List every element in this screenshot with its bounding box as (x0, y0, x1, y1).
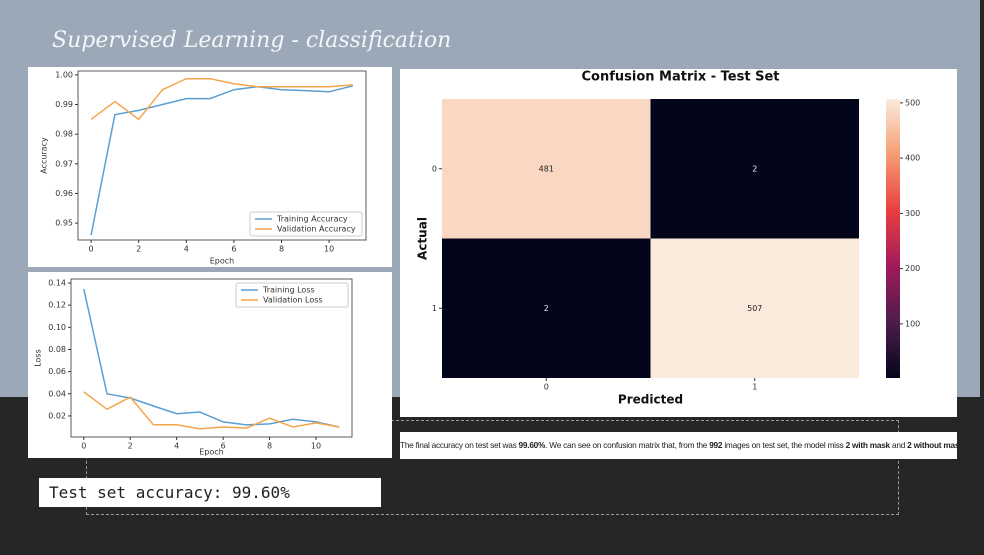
legend-label: Training Accuracy (276, 215, 348, 224)
x-tick-label: 4 (184, 245, 189, 254)
x-tick-label: 10 (324, 245, 334, 254)
cell-label: 481 (539, 164, 554, 173)
y-tick-label: 0.14 (48, 278, 66, 287)
colorbar (886, 99, 900, 378)
x-tick-label: 2 (128, 442, 133, 451)
colorbar-tick-label: 500 (905, 98, 920, 107)
heatmap-cell (650, 238, 859, 378)
y-tick-label: 0.08 (48, 345, 66, 354)
colorbar-tick-label: 100 (905, 319, 920, 328)
caption-text: The final accuracy on test set was (400, 440, 519, 450)
x-tick-label: 0 (81, 442, 86, 451)
accuracy-output: Test set accuracy: 99.60% (39, 478, 381, 507)
x-tick-label: 0 (544, 383, 549, 392)
axes-frame (70, 278, 353, 438)
x-axis-label: Predicted (618, 393, 683, 407)
x-tick-label: 8 (279, 245, 284, 254)
y-tick-label: 0.96 (55, 189, 73, 198)
x-tick-label: 6 (221, 442, 226, 451)
y-tick-label: 0 (432, 164, 437, 173)
line (90, 77, 353, 121)
legend-label: Validation Loss (263, 296, 323, 305)
y-tick-label: 0.99 (55, 100, 73, 109)
y-tick-label: 0.06 (48, 367, 66, 376)
x-tick-label: 4 (174, 442, 179, 451)
x-tick-label: 0 (89, 245, 94, 254)
x-axis-label: Epoch (199, 448, 224, 457)
panel (28, 67, 392, 267)
heatmap-cell (442, 99, 651, 239)
x-tick-label: 8 (267, 442, 272, 451)
caption-bold: 2 without mask (907, 440, 957, 450)
y-tick-label: 0.12 (48, 301, 66, 310)
caption-text: images on test set, the model miss (722, 440, 846, 450)
chart-title: Confusion Matrix - Test Set (582, 70, 780, 85)
y-axis-label: Loss (34, 349, 43, 367)
x-tick-label: 10 (311, 442, 321, 451)
legend-box (235, 282, 349, 308)
axes-frame (77, 70, 367, 241)
y-tick-label: 1 (432, 304, 437, 313)
x-tick-label: 1 (752, 383, 757, 392)
placeholder-outline (86, 420, 899, 515)
caption-bold: 99.60% (518, 440, 546, 450)
caption-text: . We can see on confusion matrix that, f… (545, 440, 710, 450)
caption: The final accuracy on test set was 99.60… (400, 432, 957, 459)
x-axis-label: Epoch (210, 257, 235, 266)
caption-bold: 2 with mask (845, 440, 891, 450)
colorbar-tick-label: 300 (905, 209, 920, 218)
y-tick-label: 0.04 (48, 389, 66, 398)
slide-title: Supervised Learning - classification (52, 28, 452, 53)
y-tick-label: 0.95 (55, 219, 73, 228)
heatmap-cell (442, 238, 651, 378)
caption-bold: 992 (709, 440, 723, 450)
heatmap-cell (650, 99, 859, 239)
y-tick-label: 0.02 (48, 411, 66, 420)
line (83, 288, 340, 428)
legend-label: Training Loss (262, 286, 315, 295)
legend-label: Validation Accuracy (277, 225, 356, 234)
colorbar-tick-label: 400 (905, 154, 920, 163)
y-tick-label: 1.00 (55, 70, 73, 79)
y-tick-label: 0.97 (55, 159, 73, 168)
caption-text: and (889, 440, 908, 450)
colorbar-tick-label: 200 (905, 264, 920, 273)
y-tick-label: 0.10 (48, 323, 66, 332)
x-tick-label: 6 (231, 245, 236, 254)
cell-label: 2 (752, 164, 757, 173)
legend-box (249, 211, 363, 237)
x-tick-label: 2 (136, 245, 141, 254)
y-axis-label: Accuracy (40, 137, 49, 174)
cell-label: 507 (747, 304, 762, 313)
cell-label: 2 (544, 304, 549, 313)
y-tick-label: 0.98 (55, 130, 73, 139)
line (90, 85, 354, 236)
y-axis-label: Actual (416, 217, 430, 260)
line (83, 391, 340, 430)
